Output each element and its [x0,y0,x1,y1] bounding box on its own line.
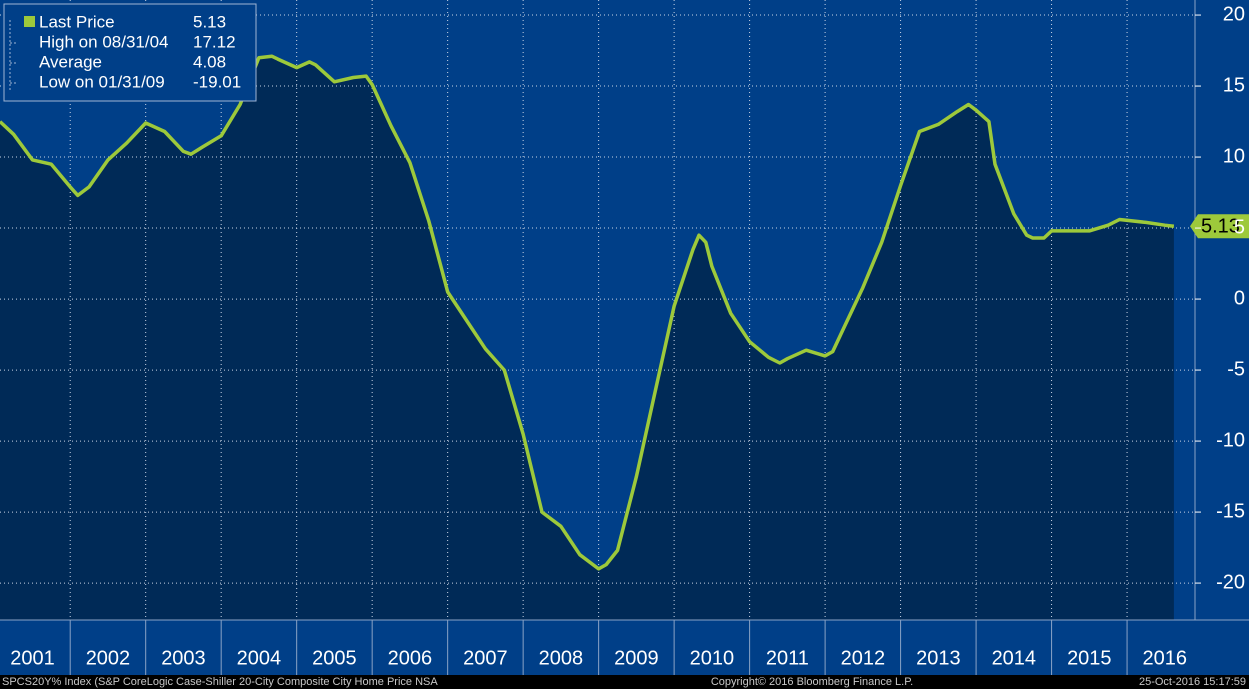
x-tick-label: 2010 [690,647,735,669]
x-tick-label: 2002 [86,647,131,669]
y-tick-label: 10 [1223,145,1245,167]
y-tick-label: -15 [1216,500,1245,522]
last-value-label: 5.13 [1201,215,1240,237]
legend-value: -19.01 [193,72,241,91]
x-tick-label: 2007 [463,647,508,669]
x-tick-label: 2001 [10,647,55,669]
y-tick-label: -10 [1216,429,1245,451]
legend-swatch [24,16,35,27]
footer-left: SPCS20Y% Index (S&P CoreLogic Case-Shill… [2,676,438,688]
legend-box [3,3,257,102]
footer-center: Copyright© 2016 Bloomberg Finance L.P. [711,676,913,688]
x-tick-label: 2012 [841,647,886,669]
legend-label: Average [39,52,102,71]
legend-value: 5.13 [193,12,226,31]
x-tick-label: 2006 [388,647,433,669]
x-tick-label: 2005 [312,647,357,669]
legend-tree [9,20,18,90]
y-tick-label: 20 [1223,3,1245,25]
x-tick-label: 2004 [237,647,282,669]
footer: SPCS20Y% Index (S&P CoreLogic Case-Shill… [2,676,1246,688]
last-value-tag [1190,214,1249,239]
plot [0,0,1195,620]
y-tick-label: 5 [1234,216,1245,238]
footer-bar [0,675,1249,689]
legend: Last Price 5.13 [3,3,257,102]
x-tick-label: 2013 [916,647,961,669]
legend-label: Last Price [39,12,115,31]
x-tick-label: 2008 [539,647,584,669]
x-tick-label: 2014 [992,647,1037,669]
legend-label: Low on 01/31/09 [39,72,165,91]
x-tick-label: 2015 [1067,647,1112,669]
x-tick-label: 2016 [1143,647,1188,669]
footer-right: 25-Oct-2016 15:17:59 [1139,676,1246,688]
legend-label: High on 08/31/04 [39,32,169,51]
legend-value: 17.12 [193,32,236,51]
x-tick-label: 2003 [161,647,206,669]
y-tick-label: 0 [1234,287,1245,309]
x-tick-label: 2009 [614,647,659,669]
x-tick-label: 2011 [766,647,809,669]
legend-value: 4.08 [193,52,226,71]
area-fill [0,56,1174,620]
y-tick-label: -20 [1216,571,1245,593]
y-tick-label: -5 [1227,358,1245,380]
line [0,54,1175,571]
y-tick-label: 15 [1223,74,1245,96]
